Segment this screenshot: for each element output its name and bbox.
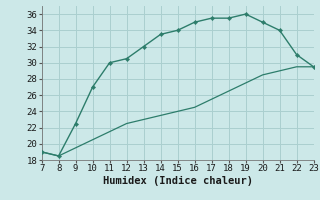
X-axis label: Humidex (Indice chaleur): Humidex (Indice chaleur) [103, 176, 252, 186]
